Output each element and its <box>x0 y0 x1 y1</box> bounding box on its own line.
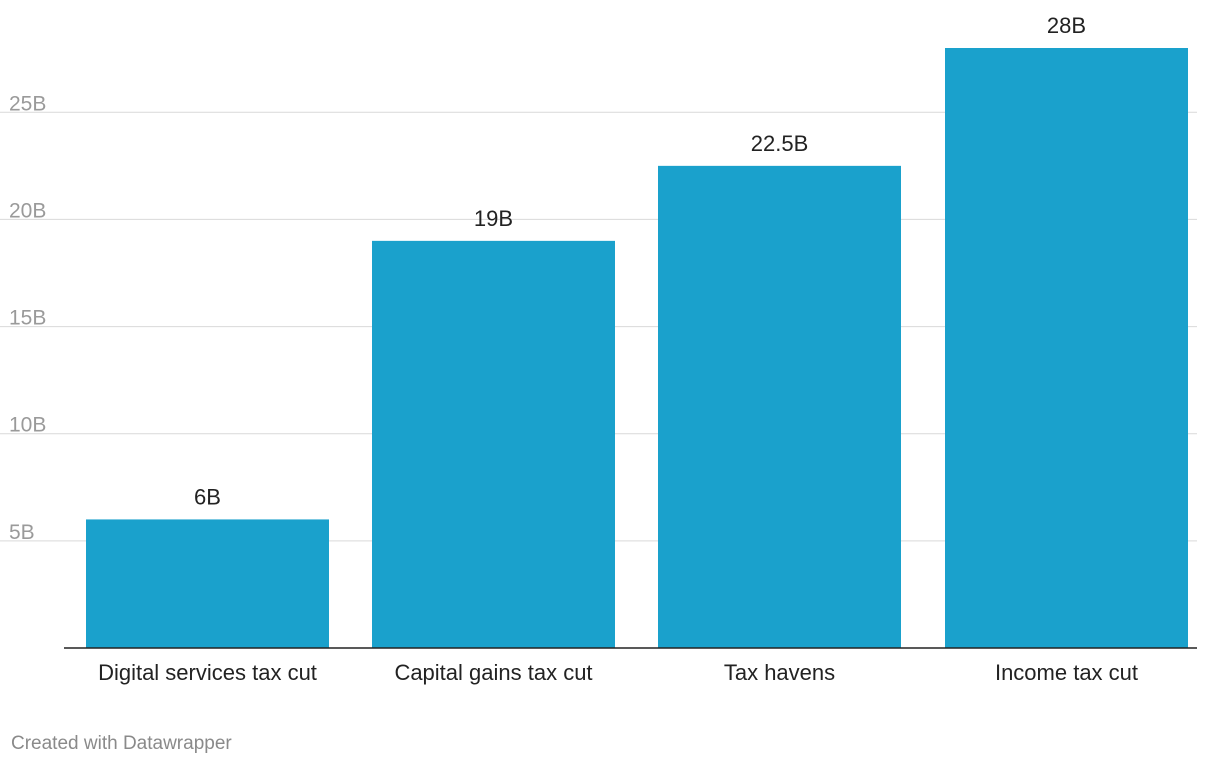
x-category-label: Tax havens <box>724 660 835 685</box>
y-tick-label: 25B <box>9 92 46 115</box>
x-category-label: Digital services tax cut <box>98 660 317 685</box>
bar <box>945 48 1188 648</box>
x-category-label: Capital gains tax cut <box>394 660 592 685</box>
value-label: 28B <box>1047 13 1086 38</box>
bars <box>86 48 1188 648</box>
value-labels: 6B 19B 22.5B 28B <box>194 13 1086 509</box>
bar <box>372 240 615 648</box>
y-tick-label: 5B <box>9 521 35 544</box>
y-tick-label: 15B <box>9 307 46 330</box>
y-tick-label: 20B <box>9 199 46 222</box>
value-label: 6B <box>194 484 221 509</box>
y-axis-tick-labels: 5B 10B 15B 20B 25B <box>9 92 46 544</box>
x-axis-category-labels: Digital services tax cut Capital gains ta… <box>98 660 1138 685</box>
y-tick-label: 10B <box>9 414 46 437</box>
bar <box>658 165 901 648</box>
value-label: 19B <box>474 206 513 231</box>
bar <box>86 519 329 648</box>
x-category-label: Income tax cut <box>995 660 1138 685</box>
bar-chart: 5B 10B 15B 20B 25B 6B 19B 22.5B 28B Digital ser… <box>0 13 1197 685</box>
credit-text: Created with Datawrapper <box>11 733 232 754</box>
value-label: 22.5B <box>751 131 809 156</box>
